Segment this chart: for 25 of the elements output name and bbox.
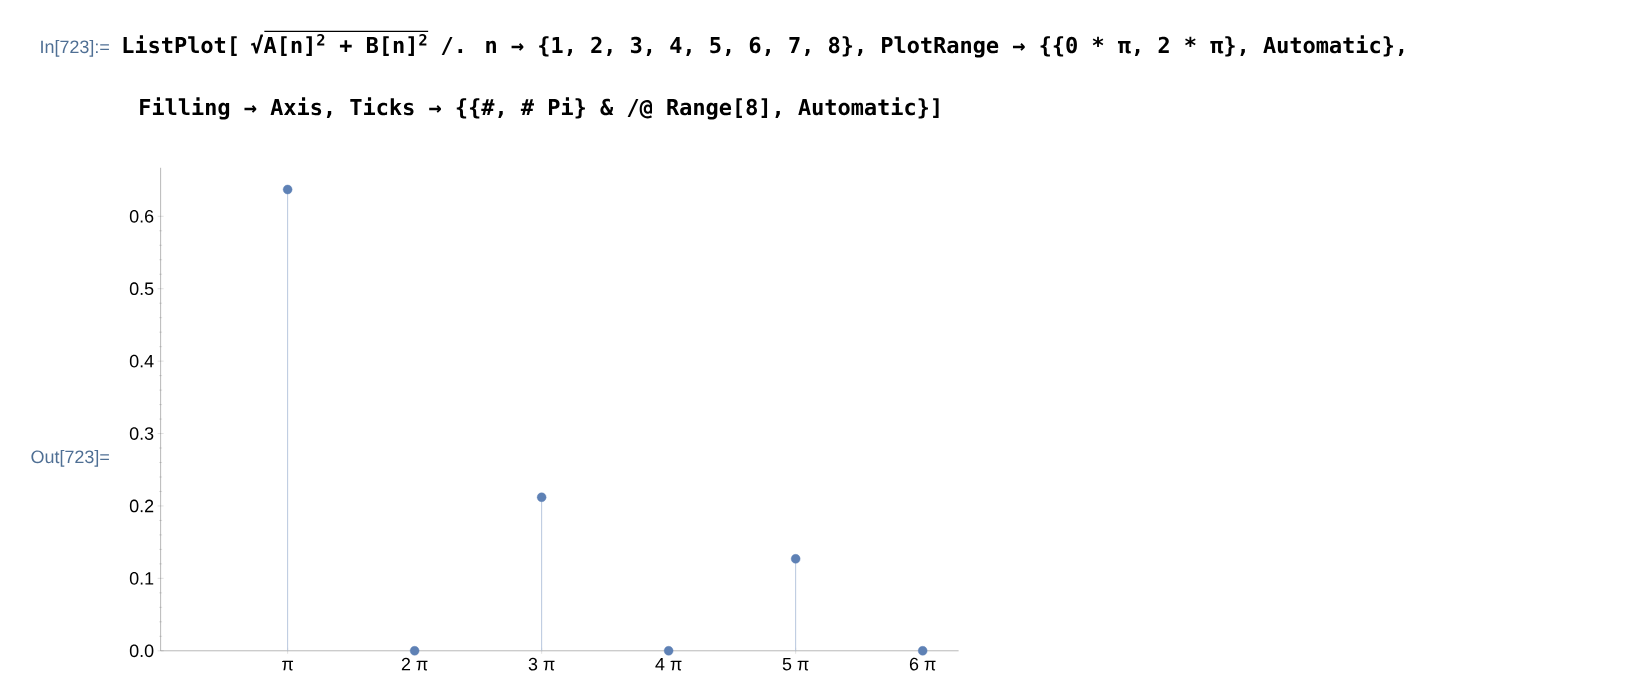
- text: Out[723]=: [31, 449, 109, 467]
- text: In[723]:=: [41, 39, 109, 57]
- x-tick-label: 4 π: [655, 657, 682, 671]
- x-tick-label: 5 π: [782, 657, 809, 671]
- point: [917, 646, 928, 656]
- point: [536, 492, 547, 502]
- text: Filling → Axis, Ticks → {{#, # Pi} & /@ Range[8], Automatic}]: [140, 97, 939, 120]
- text: /. n → {1, 2, 3, 4, 5, 6, 7, 8}, PlotRange → {{0 * π, 2 * π}, Automatic},: [441, 35, 1404, 58]
- y-tick-label: 0.5: [129, 282, 154, 296]
- y-tick-label: 0.0: [129, 644, 154, 658]
- text: ListPlot[: [123, 35, 237, 56]
- point: [282, 184, 293, 195]
- point: [409, 646, 420, 656]
- y-tick-label: 0.3: [129, 427, 154, 440]
- point: [663, 646, 674, 656]
- y-tick-label: 0.4: [129, 354, 154, 368]
- x-tick-label: 6 π: [909, 657, 936, 671]
- y-tick-label: 0.1: [129, 572, 154, 585]
- x-tick-label: π: [282, 660, 294, 671]
- text: √A[n]$^{2}$ + B[n]$^{2}$: [250, 34, 427, 56]
- y-tick-label: 0.2: [129, 499, 154, 513]
- y-tick-label: 0.6: [129, 209, 154, 223]
- point: [790, 554, 801, 564]
- x-tick-label: 3 π: [528, 657, 555, 671]
- x-tick-label: 2 π: [401, 657, 428, 671]
